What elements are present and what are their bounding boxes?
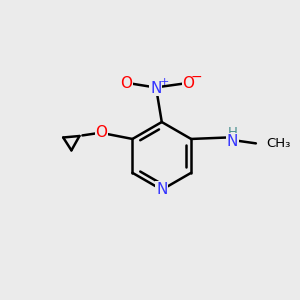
Text: CH₃: CH₃ [266, 137, 291, 150]
Text: N: N [226, 134, 238, 148]
Text: H: H [227, 126, 237, 139]
Text: −: − [190, 70, 202, 84]
Text: O: O [120, 76, 132, 91]
Text: O: O [182, 76, 194, 91]
Text: N: N [150, 81, 162, 96]
Text: O: O [95, 125, 107, 140]
Text: +: + [159, 77, 169, 87]
Text: N: N [156, 182, 167, 197]
